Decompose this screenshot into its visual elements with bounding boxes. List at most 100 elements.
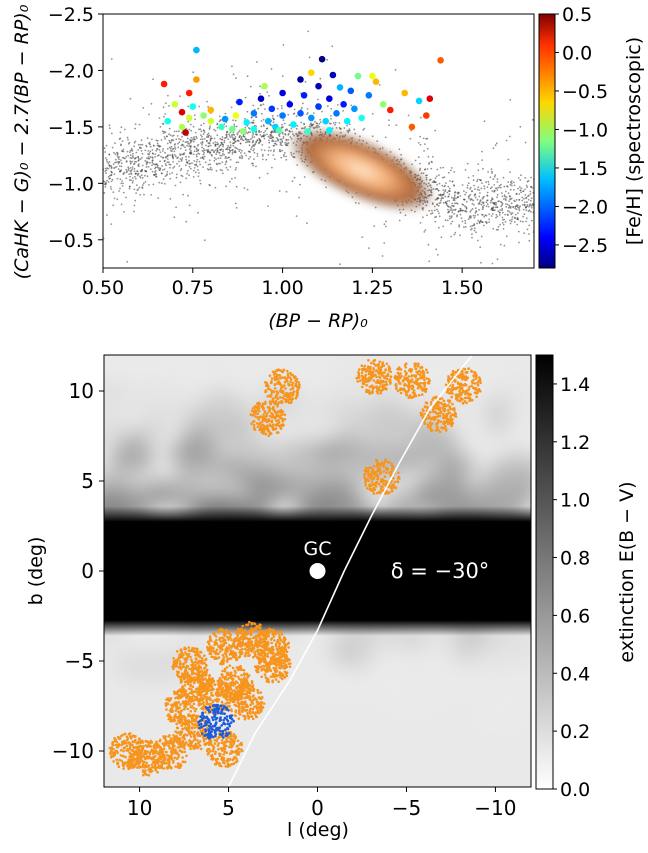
background-star — [125, 156, 128, 158]
x-tick-label: 1.50 — [441, 277, 483, 299]
background-star — [507, 158, 510, 161]
background-star — [179, 181, 182, 184]
background-star — [229, 141, 232, 144]
background-star — [235, 125, 238, 128]
background-star — [428, 260, 431, 263]
spectroscopic-star — [236, 98, 243, 106]
spectroscopic-star — [193, 76, 200, 83]
background-star — [468, 197, 470, 200]
dust-cloud — [104, 403, 132, 445]
background-star — [110, 171, 113, 174]
background-star — [340, 127, 342, 130]
background-star — [497, 226, 500, 228]
background-star — [104, 167, 107, 170]
background-star — [439, 194, 442, 197]
colorbar-tick-label: 0.5 — [562, 4, 592, 26]
background-star — [181, 157, 184, 159]
background-star — [319, 118, 322, 121]
background-star — [214, 186, 217, 189]
background-star — [125, 171, 128, 174]
background-star — [198, 172, 200, 174]
spectroscopic-star — [182, 129, 189, 136]
background-star — [235, 206, 238, 209]
background-star — [198, 160, 201, 163]
background-star — [186, 172, 189, 175]
background-star — [127, 167, 130, 170]
spectroscopic-star — [221, 115, 229, 123]
background-star — [181, 135, 183, 138]
background-star — [434, 177, 437, 180]
background-star — [152, 152, 154, 155]
background-star — [510, 202, 513, 205]
background-star — [113, 151, 115, 154]
background-star — [272, 140, 275, 143]
background-star — [141, 168, 143, 171]
background-star — [484, 221, 487, 223]
background-star — [261, 144, 264, 146]
background-star — [272, 150, 275, 153]
background-star — [419, 143, 422, 146]
background-star — [467, 176, 470, 179]
background-star — [334, 121, 337, 124]
background-star — [441, 184, 444, 187]
background-star — [514, 217, 516, 220]
background-star — [131, 168, 134, 171]
background-star — [296, 164, 299, 166]
background-star — [188, 148, 191, 151]
background-star — [474, 212, 477, 214]
background-star — [510, 182, 513, 185]
background-star — [461, 220, 464, 223]
background-star — [464, 222, 467, 225]
background-star — [419, 162, 421, 165]
background-star — [222, 153, 224, 155]
background-star — [107, 176, 110, 178]
background-star — [518, 241, 520, 244]
background-star — [504, 213, 507, 216]
background-star — [522, 215, 524, 218]
background-star — [110, 132, 113, 135]
background-star — [132, 180, 134, 182]
background-star — [162, 132, 165, 135]
dust-cloud — [411, 424, 459, 464]
background-star — [258, 138, 261, 141]
background-star — [193, 136, 196, 138]
background-star — [202, 158, 205, 160]
background-star — [304, 80, 307, 83]
background-star — [152, 145, 155, 147]
background-star — [215, 162, 218, 165]
background-star — [189, 139, 191, 141]
background-star — [188, 174, 191, 177]
background-star — [478, 195, 481, 198]
background-star — [326, 105, 329, 108]
background-star — [239, 157, 241, 159]
background-star — [443, 185, 446, 188]
background-star — [225, 125, 228, 128]
background-star — [451, 202, 454, 205]
spectroscopic-star — [297, 110, 304, 117]
background-star — [282, 119, 285, 122]
spectroscopic-star — [336, 84, 344, 91]
y-tick-label: −0.5 — [48, 230, 94, 252]
background-star — [224, 157, 227, 159]
background-star — [437, 210, 439, 213]
background-star — [123, 211, 125, 213]
background-star — [291, 180, 294, 183]
background-star — [161, 122, 164, 125]
x-tick-label: −5 — [392, 796, 421, 820]
background-star — [431, 209, 433, 212]
background-star — [462, 204, 465, 206]
background-star — [107, 162, 110, 165]
background-star — [447, 208, 449, 211]
background-star — [290, 127, 293, 130]
background-star — [437, 189, 440, 192]
dust-cloud — [485, 686, 529, 702]
background-star — [129, 97, 132, 100]
background-star — [114, 158, 117, 161]
background-star — [478, 202, 481, 205]
background-star — [231, 142, 234, 145]
background-star — [418, 169, 421, 172]
background-star — [200, 134, 202, 137]
background-star — [451, 209, 453, 212]
background-star — [441, 194, 443, 197]
background-star — [257, 107, 260, 110]
